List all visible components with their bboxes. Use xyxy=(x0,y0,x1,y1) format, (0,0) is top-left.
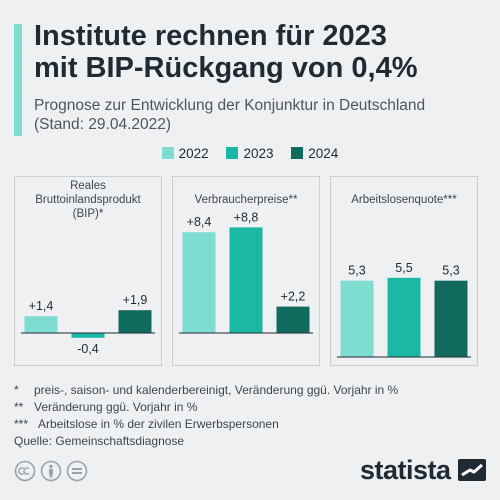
chart-panel-arbeitslosenquote: Arbeitslosenquote*** 5,3 5,5 5,3 xyxy=(330,176,478,366)
legend-label-2022: 2022 xyxy=(178,146,209,161)
chart-panel-bip: Reales Bruttoinlandsprodukt (BIP)* +1,4 -0,4… xyxy=(14,176,162,366)
verbraucherpreise-bar-2024 xyxy=(276,306,310,333)
footnote-1-mark: * xyxy=(14,383,19,397)
bip-data-label-2022: +1,4 xyxy=(29,299,54,313)
chart-subtitle-line-2: (Stand: 29.04.2022) xyxy=(34,116,172,133)
equals-icon xyxy=(66,460,88,482)
legend-swatch-2022 xyxy=(161,147,174,159)
arbeitslosenquote-bar-2024 xyxy=(434,280,468,357)
verbraucherpreise-bar-2023 xyxy=(229,227,263,333)
footnotes: * preis-, saison- und kalenderbereinigt, … xyxy=(14,382,398,450)
footnote-2-mark: ** xyxy=(14,400,24,414)
bip-data-label-2024: +1,9 xyxy=(123,293,148,307)
arbeitslosenquote-data-label-2024: 5,3 xyxy=(442,264,459,278)
bip-title-line-1: Reales xyxy=(70,180,106,192)
bip-title-line-3: (BIP)* xyxy=(73,208,104,220)
statista-logo-text: statista xyxy=(360,455,451,485)
footnote-3: *** Arbeitslose in % der zivilen Erwerbsp… xyxy=(14,416,398,433)
person-icon xyxy=(40,460,62,482)
chart-subtitle-line-1: Prognose zur Entwicklung der Konjunktur … xyxy=(34,97,426,114)
arbeitslosenquote-data-label-2023: 5,5 xyxy=(395,261,412,275)
footnote-3-text: Arbeitslose in % der zivilen Erwerbspers… xyxy=(38,417,279,431)
chart-legend: 2022 2023 2024 xyxy=(0,146,500,161)
footnote-2-text: Veränderung ggü. Vorjahr in % xyxy=(34,400,198,414)
footnote-1: * preis-, saison- und kalenderbereinigt, … xyxy=(14,382,398,399)
chart-title-line-1: Institute rechnen für 2023 xyxy=(34,20,387,52)
arbeitslosenquote-bar-2022 xyxy=(340,280,374,357)
cc-icon xyxy=(14,460,36,482)
legend-label-2024: 2024 xyxy=(308,146,339,161)
bip-data-label-2023: -0,4 xyxy=(77,342,99,356)
bip-bar-2022 xyxy=(24,316,58,333)
legend-item-2023: 2023 xyxy=(226,146,274,161)
statista-logo-icon xyxy=(458,459,486,481)
chart-verbraucherpreise-svg: Verbraucherpreise** +8,4 +8,8 +2,2 xyxy=(179,194,313,334)
source-note: Quelle: Gemeinschaftsdiagnose xyxy=(14,434,185,448)
verbraucherpreise-data-label-2022: +8,4 xyxy=(187,215,212,229)
chart-subtitle: Prognose zur Entwicklung der Konjunktur … xyxy=(34,96,484,134)
chart-arbeitslosenquote-svg: Arbeitslosenquote*** 5,3 5,5 5,3 xyxy=(337,194,471,358)
legend-swatch-2023 xyxy=(226,147,239,159)
footnote-2: ** Veränderung ggü. Vorjahr in % xyxy=(14,399,398,416)
arbeitslosenquote-title-line-1: Arbeitslosenquote*** xyxy=(351,194,457,206)
statista-logo: statista xyxy=(360,455,486,486)
legend-item-2022: 2022 xyxy=(161,146,209,161)
chart-title: Institute rechnen für 2023 mit BIP-Rückg… xyxy=(34,20,484,84)
verbraucherpreise-title-line-1: Verbraucherpreise** xyxy=(195,194,298,206)
chart-bip-svg: Reales Bruttoinlandsprodukt (BIP)* +1,4 -0,4… xyxy=(21,180,155,356)
bip-title-line-2: Bruttoinlandsprodukt xyxy=(35,194,141,206)
legend-label-2023: 2023 xyxy=(243,146,274,161)
title-accent-bar xyxy=(14,24,22,136)
bip-bar-2023 xyxy=(71,333,105,338)
footnote-1-text: preis-, saison- und kalenderbereinigt, V… xyxy=(34,383,399,397)
legend-item-2024: 2024 xyxy=(291,146,338,161)
arbeitslosenquote-data-label-2022: 5,3 xyxy=(348,264,365,278)
legend-swatch-2024 xyxy=(291,147,304,159)
arbeitslosenquote-bar-2023 xyxy=(387,277,421,357)
verbraucherpreise-data-label-2023: +8,8 xyxy=(234,210,259,224)
footnote-3-mark: *** xyxy=(14,417,29,431)
chart-panel-verbraucherpreise: Verbraucherpreise** +8,4 +8,8 +2,2 xyxy=(172,176,320,366)
bip-bar-2024 xyxy=(118,310,152,333)
verbraucherpreise-bar-2022 xyxy=(182,232,216,333)
chart-title-line-2: mit BIP-Rückgang von 0,4% xyxy=(34,52,418,84)
license-icons xyxy=(14,460,90,482)
verbraucherpreise-data-label-2024: +2,2 xyxy=(281,290,306,304)
